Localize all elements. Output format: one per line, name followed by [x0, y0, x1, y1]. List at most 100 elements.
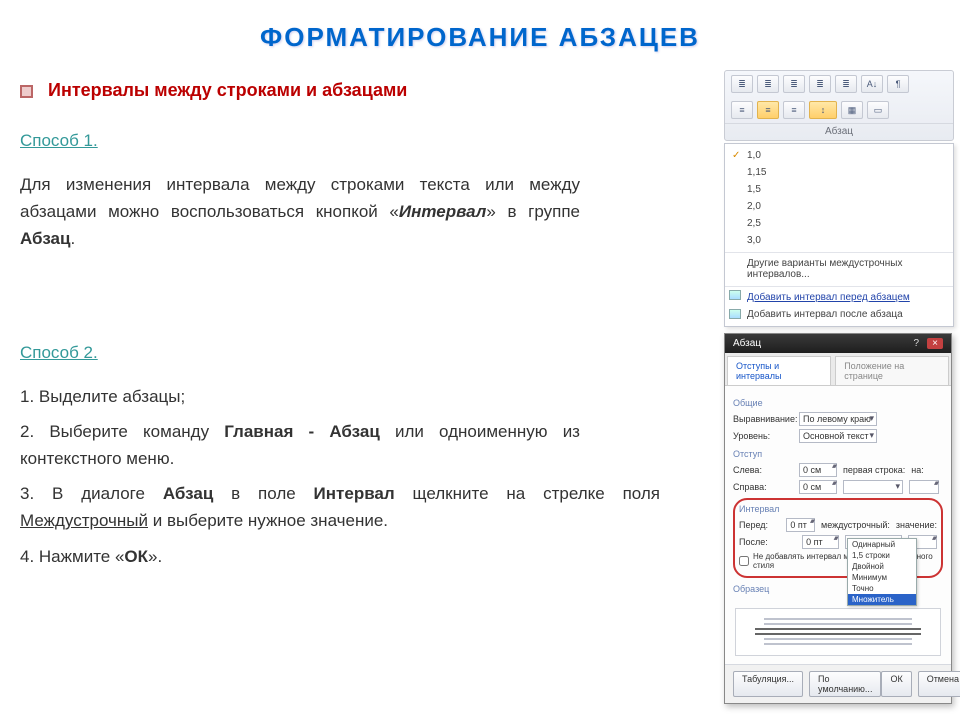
t: Добавить интервал перед абзацем	[747, 292, 910, 303]
after-label: После:	[739, 537, 796, 547]
indent-inc-button[interactable]: ≣	[835, 75, 857, 93]
content-area: Интервалы между строками и абзацами Спос…	[20, 80, 700, 578]
section-text: Интервалы между строками и абзацами	[48, 80, 407, 100]
tab-indents[interactable]: Отступы и интервалы	[727, 356, 831, 385]
before-label: Перед:	[739, 520, 780, 530]
firstline-combo[interactable]	[843, 480, 903, 494]
align-center-button[interactable]: ≡	[757, 101, 779, 119]
align-combo[interactable]: По левому краю	[799, 412, 877, 426]
t: ».	[148, 547, 162, 566]
bullets-button[interactable]: ≣	[731, 75, 753, 93]
t: Абзац	[20, 229, 70, 248]
paragraph-dialog: Абзац ? × Отступы и интервалы Положение …	[724, 333, 952, 704]
t: 4. Нажмите «	[20, 547, 124, 566]
tab-position[interactable]: Положение на странице	[835, 356, 949, 385]
t: Абзац	[163, 484, 213, 503]
spacing-option-15[interactable]: 1,5	[725, 181, 953, 198]
method2-block: Способ 2. 1. Выделите абзацы; 2. Выберит…	[20, 343, 700, 570]
window-buttons: ? ×	[908, 338, 943, 349]
spacing-option-115[interactable]: 1,15	[725, 164, 953, 181]
numbering-button[interactable]: ≣	[757, 75, 779, 93]
align-left-button[interactable]: ≡	[731, 101, 753, 119]
drop-opt[interactable]: 1,5 строки	[848, 550, 916, 561]
ribbon-caption: Абзац	[725, 123, 953, 140]
right-spin[interactable]: 0 см	[799, 480, 837, 494]
spacing-icon	[729, 290, 741, 300]
on-label: на:	[911, 465, 923, 475]
level-combo[interactable]: Основной текст	[799, 429, 877, 443]
method2-line4: 4. Нажмите «ОК».	[20, 543, 700, 570]
dialog-titlebar: Абзац ? ×	[725, 334, 951, 353]
drop-opt[interactable]: Одинарный	[848, 539, 916, 550]
drop-opt[interactable]: Точно	[848, 583, 916, 594]
line-spacing-menu: 1,0 1,15 1,5 2,0 2,5 3,0 Другие варианты…	[724, 143, 954, 327]
spacing-option-1[interactable]: 1,0	[725, 147, 953, 164]
t: .	[70, 229, 75, 248]
dialog-buttons: Табуляция... По умолчанию... ОК Отмена	[725, 664, 951, 703]
dialog-title: Абзац	[733, 338, 761, 349]
pilcrow-button[interactable]: ¶	[887, 75, 909, 93]
preview-line	[764, 618, 911, 620]
align-right-button[interactable]: ≡	[783, 101, 805, 119]
shading-button[interactable]: ▦	[841, 101, 863, 119]
left-spin[interactable]: 0 см	[799, 463, 837, 477]
drop-opt[interactable]: Множитель	[848, 594, 916, 605]
group-indent: Отступ	[733, 449, 943, 459]
section-header: Интервалы между строками и абзацами	[20, 80, 700, 101]
sort-button[interactable]: A↓	[861, 75, 883, 93]
firstline-spin[interactable]	[909, 480, 939, 494]
bullet-icon	[20, 85, 33, 98]
add-space-after[interactable]: Добавить интервал после абзаца	[725, 306, 953, 323]
line-label: междустрочный:	[821, 520, 890, 530]
level-label: Уровень:	[733, 431, 793, 441]
preview-line	[764, 623, 911, 625]
spacing-option-3[interactable]: 3,0	[725, 232, 953, 249]
preview-line	[764, 643, 911, 645]
row-spacing1: Перед: 0 пт междустрочный: значение:	[739, 518, 937, 532]
ok-button[interactable]: ОК	[881, 671, 911, 697]
spacing-option-25[interactable]: 2,5	[725, 215, 953, 232]
spacing-icon	[729, 309, 741, 319]
dialog-tabs: Отступы и интервалы Положение на страниц…	[725, 353, 951, 386]
drop-opt[interactable]: Минимум	[848, 572, 916, 583]
method1-text: Для изменения интервала между строками т…	[20, 171, 580, 253]
group-interval: Интервал	[739, 504, 937, 514]
borders-button[interactable]: ▭	[867, 101, 889, 119]
t: ОК	[124, 547, 148, 566]
preview-line	[755, 633, 921, 635]
default-button[interactable]: По умолчанию...	[809, 671, 881, 697]
cancel-button[interactable]: Отмена	[918, 671, 960, 697]
multilevel-button[interactable]: ≣	[783, 75, 805, 93]
ribbon-paragraph-group: ≣ ≣ ≣ ≣ ≣ A↓ ¶ ≡ ≡ ≡ ↕ ▦ ▭ Абзац	[724, 70, 954, 141]
align-label: Выравнивание:	[733, 414, 793, 424]
before-spin[interactable]: 0 пт	[786, 518, 815, 532]
help-button[interactable]: ?	[908, 338, 924, 349]
t: Добавить интервал после абзаца	[747, 309, 903, 320]
spacing-option-2[interactable]: 2,0	[725, 198, 953, 215]
t: 3. В диалоге	[20, 484, 163, 503]
ribbon-row2: ≡ ≡ ≡ ↕ ▦ ▭	[725, 97, 953, 123]
row-align: Выравнивание: По левому краю	[733, 412, 943, 426]
method2-line2: 2. Выберите команду Главная - Абзац или …	[20, 418, 580, 472]
t: » в группе	[486, 202, 580, 221]
dialog-body: Общие Выравнивание: По левому краю Урове…	[725, 386, 951, 664]
indent-dec-button[interactable]: ≣	[809, 75, 831, 93]
method2-line3: 3. В диалоге Абзац в поле Интервал щелкн…	[20, 480, 660, 534]
preview-line	[764, 638, 911, 640]
row-indent2: Справа: 0 см	[733, 480, 943, 494]
after-spin[interactable]: 0 пт	[802, 535, 839, 549]
firstline-label: первая строка:	[843, 465, 905, 475]
method2-line1: 1. Выделите абзацы;	[20, 383, 580, 410]
right-label: Справа:	[733, 482, 793, 492]
method1-label: Способ 1.	[20, 131, 700, 151]
val-label: значение:	[896, 520, 937, 530]
spacing-more-options[interactable]: Другие варианты междустрочных интервалов…	[725, 252, 953, 283]
line-spacing-button[interactable]: ↕	[809, 101, 837, 119]
interval-block: Интервал Перед: 0 пт междустрочный: знач…	[733, 498, 943, 578]
add-space-before[interactable]: Добавить интервал перед абзацем	[725, 286, 953, 306]
drop-opt[interactable]: Двойной	[848, 561, 916, 572]
method2-label: Способ 2.	[20, 343, 700, 363]
no-space-checkbox[interactable]	[739, 556, 749, 566]
tabulation-button[interactable]: Табуляция...	[733, 671, 803, 697]
close-button[interactable]: ×	[927, 338, 943, 349]
